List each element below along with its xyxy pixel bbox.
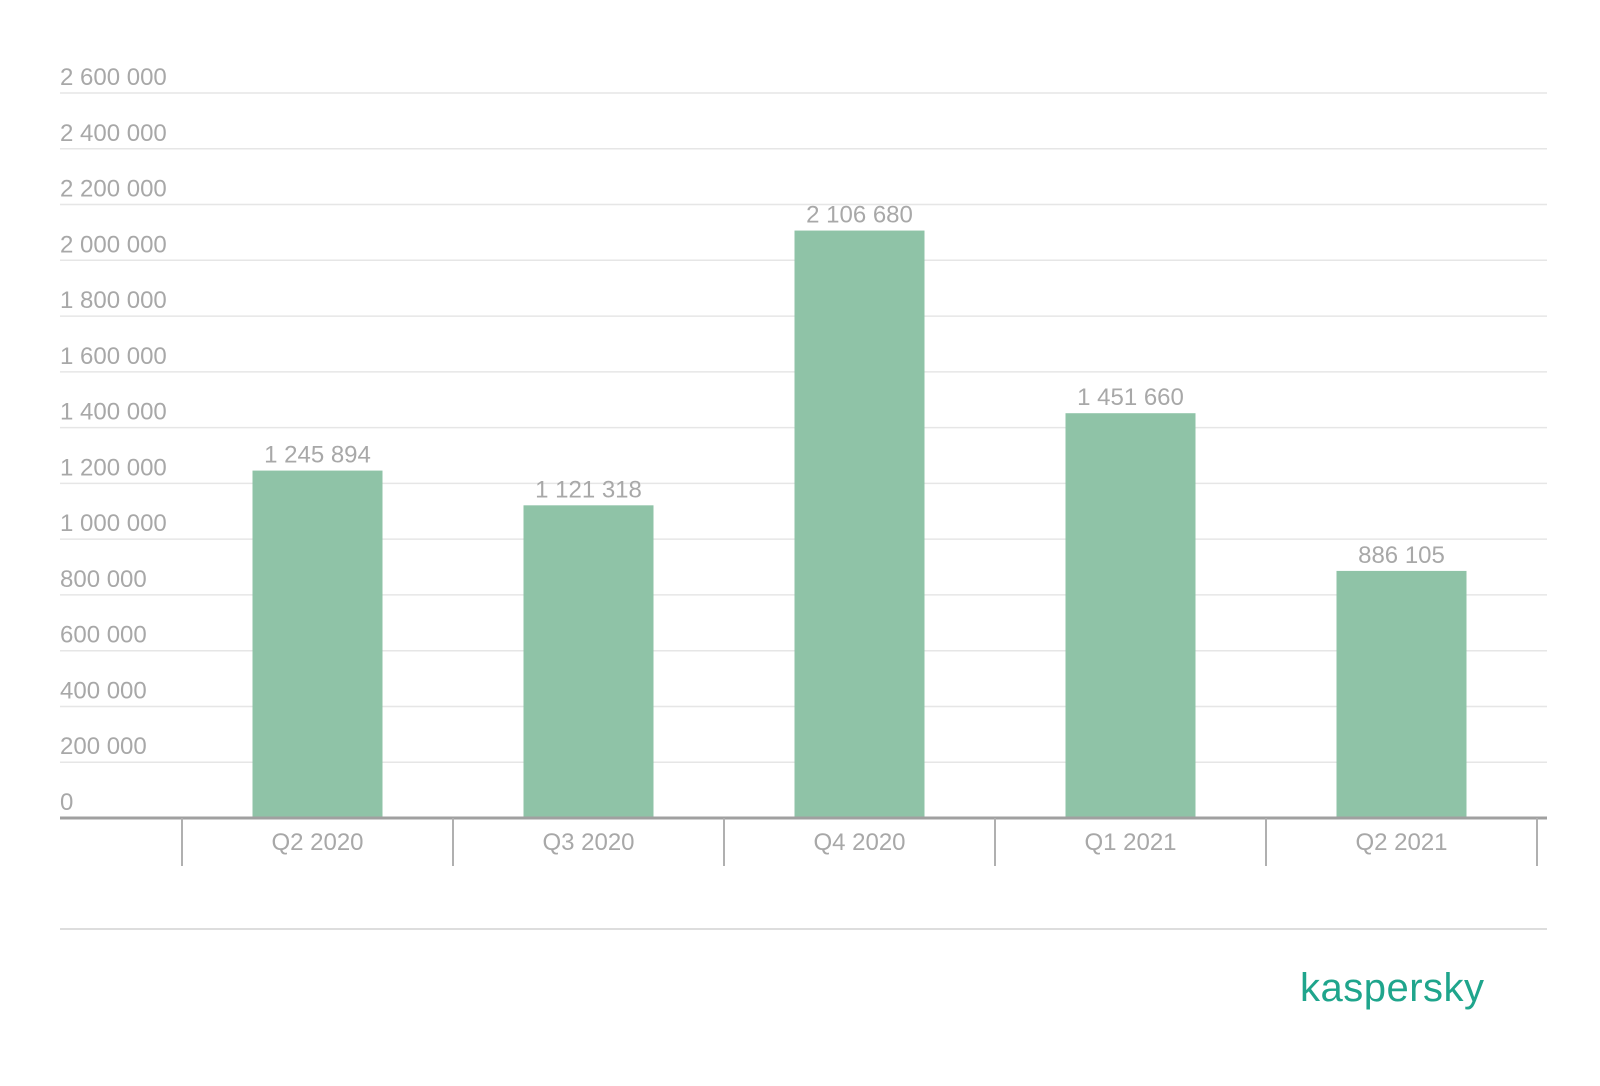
x-tick-label: Q2 2020 [271,829,363,856]
y-tick-label: 2 200 000 [60,176,167,203]
y-tick-label: 1 000 000 [60,510,167,537]
x-tick-label: Q1 2021 [1084,829,1176,856]
data-label: 886 105 [1358,542,1445,569]
y-tick-label: 400 000 [60,677,147,704]
bar [1065,413,1196,818]
y-tick-label: 800 000 [60,566,147,593]
x-tick-label: Q2 2021 [1355,829,1447,856]
bar [252,470,383,818]
y-tick-label: 600 000 [60,622,147,649]
y-axis-tick-labels: 0 200 000 400 000 600 000 800 000 1 000 000 1 … [60,64,167,816]
data-labels: 1 245 894 1 121 318 2 106 680 1 451 660 886 … [264,202,1445,569]
data-label: 1 245 894 [264,442,371,469]
bar [523,505,654,818]
y-tick-label: 200 000 [60,733,147,760]
kaspersky-logo: kaspersky [1300,966,1485,1010]
bar [1336,570,1467,818]
y-tick-label: 2 000 000 [60,231,167,258]
x-tick-label: Q4 2020 [813,829,905,856]
y-tick-label: 1 600 000 [60,343,167,370]
y-tick-label: 1 800 000 [60,287,167,314]
data-label: 1 451 660 [1077,384,1184,411]
y-tick-label: 1 200 000 [60,454,167,481]
bars [252,230,1467,819]
data-label: 1 121 318 [535,476,642,503]
data-label: 2 106 680 [806,202,913,229]
x-axis: Q2 2020 Q3 2020 Q4 2020 Q1 2021 Q2 2021 [60,816,1547,866]
y-tick-label: 0 [60,789,73,816]
bar [794,230,925,819]
y-tick-label: 2 400 000 [60,120,167,147]
x-tick-label: Q3 2020 [542,829,634,856]
y-tick-label: 2 600 000 [60,64,167,91]
y-tick-label: 1 400 000 [60,399,167,426]
